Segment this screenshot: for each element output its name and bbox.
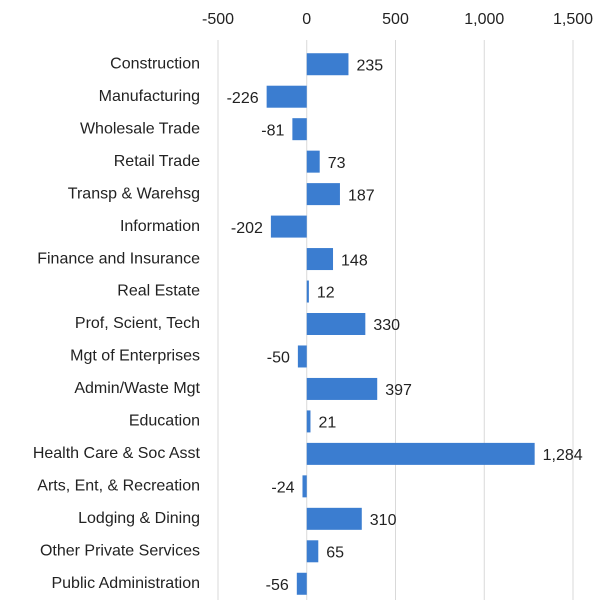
- x-tick-label: -500: [202, 11, 234, 28]
- y-tick-label: Admin/Waste Mgt: [74, 380, 200, 397]
- y-tick-label: Lodging & Dining: [78, 510, 200, 527]
- value-label: -56: [266, 577, 289, 594]
- value-label: -202: [231, 220, 263, 237]
- y-tick-label: Education: [129, 413, 200, 430]
- value-label: 235: [356, 57, 383, 74]
- value-label: 65: [326, 545, 344, 562]
- value-label: 187: [348, 187, 375, 204]
- bar: [306, 248, 334, 271]
- bar: [306, 507, 362, 530]
- bar: [306, 313, 366, 335]
- x-tick-label: 0: [302, 11, 311, 28]
- x-tick-label: 1,500: [553, 11, 593, 28]
- bar: [306, 442, 535, 465]
- value-label: 12: [317, 285, 335, 302]
- y-tick-label: Finance and Insurance: [37, 250, 200, 267]
- value-label: 21: [318, 415, 336, 432]
- value-label: 73: [328, 155, 346, 172]
- y-tick-label: Construction: [110, 55, 200, 72]
- bar: [306, 410, 311, 433]
- y-tick-label: Public Administration: [51, 575, 200, 592]
- value-label: 148: [341, 252, 368, 269]
- x-tick-label: 500: [382, 11, 409, 28]
- x-tick-label: 1,000: [464, 11, 504, 28]
- bar: [297, 345, 307, 368]
- bar: [270, 215, 307, 238]
- y-tick-label: Retail Trade: [114, 153, 200, 170]
- value-label: -50: [267, 350, 290, 367]
- bar: [266, 85, 307, 108]
- y-tick-label: Prof, Scient, Tech: [75, 315, 200, 332]
- bar: [296, 572, 307, 595]
- bar: [306, 53, 349, 76]
- value-label: 310: [370, 512, 397, 529]
- bar: [306, 150, 320, 173]
- y-tick-label: Other Private Services: [40, 543, 200, 560]
- bar: [306, 280, 309, 303]
- value-label: 397: [385, 382, 412, 399]
- bar: [302, 475, 307, 498]
- y-tick-label: Transp & Warehsg: [68, 185, 200, 202]
- value-label: -81: [261, 122, 284, 139]
- value-label: 330: [373, 317, 400, 334]
- y-tick-label: Health Care & Soc Asst: [33, 445, 201, 462]
- value-label: -24: [271, 480, 294, 497]
- bar: [306, 183, 340, 206]
- value-label: -226: [227, 90, 259, 107]
- y-tick-label: Wholesale Trade: [80, 120, 200, 137]
- bar: [292, 118, 307, 141]
- y-tick-label: Information: [120, 218, 200, 235]
- y-tick-label: Real Estate: [117, 283, 200, 300]
- value-label: 1,284: [543, 447, 583, 464]
- bar: [306, 377, 378, 400]
- y-tick-label: Manufacturing: [99, 88, 200, 105]
- y-tick-label: Mgt of Enterprises: [70, 348, 200, 365]
- y-tick-label: Arts, Ent, & Recreation: [37, 478, 200, 495]
- bar: [306, 540, 319, 563]
